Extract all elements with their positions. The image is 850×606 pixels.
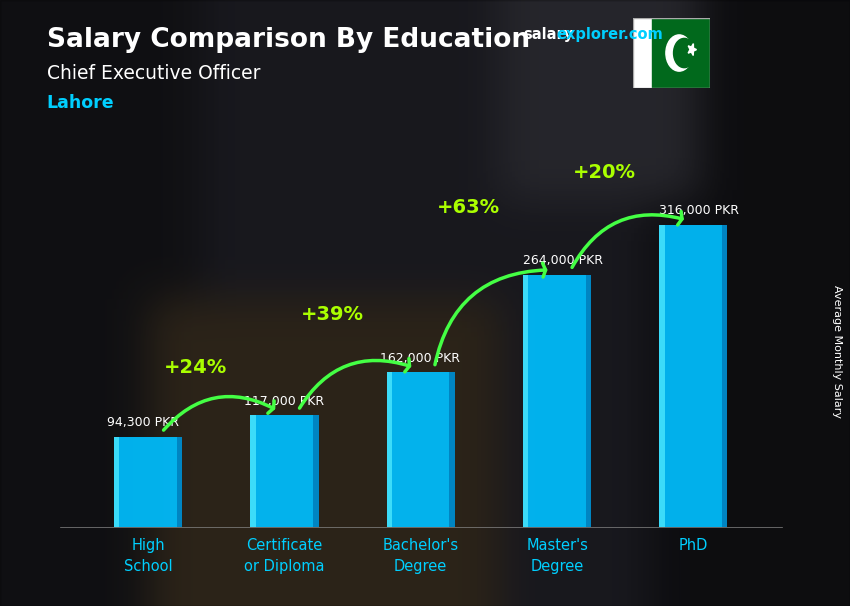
Text: salary: salary: [523, 27, 573, 42]
Text: +63%: +63%: [437, 198, 500, 217]
Bar: [660, 225, 728, 527]
Text: 94,300 PKR: 94,300 PKR: [107, 416, 179, 429]
Bar: [251, 415, 256, 527]
Bar: [313, 415, 319, 527]
Bar: [387, 372, 392, 527]
Bar: [660, 225, 665, 527]
Text: 162,000 PKR: 162,000 PKR: [380, 351, 460, 365]
Text: 264,000 PKR: 264,000 PKR: [523, 254, 603, 267]
Bar: [586, 275, 591, 527]
Text: Average Monthly Salary: Average Monthly Salary: [832, 285, 842, 418]
Text: Lahore: Lahore: [47, 94, 115, 112]
Bar: [251, 415, 319, 527]
Text: +20%: +20%: [573, 163, 637, 182]
Bar: [653, 18, 710, 88]
Circle shape: [673, 38, 695, 68]
Text: Chief Executive Officer: Chief Executive Officer: [47, 64, 260, 82]
Text: explorer.com: explorer.com: [556, 27, 663, 42]
Circle shape: [666, 35, 693, 71]
Bar: [523, 275, 591, 527]
Bar: [177, 437, 182, 527]
Bar: [114, 437, 182, 527]
Bar: [387, 372, 455, 527]
Bar: [633, 18, 653, 88]
Text: +24%: +24%: [164, 358, 228, 377]
Bar: [450, 372, 455, 527]
Text: 316,000 PKR: 316,000 PKR: [660, 204, 740, 217]
Text: 117,000 PKR: 117,000 PKR: [244, 395, 324, 408]
Text: Salary Comparison By Education: Salary Comparison By Education: [47, 27, 530, 53]
Bar: [114, 437, 120, 527]
Text: +39%: +39%: [301, 305, 364, 324]
Polygon shape: [688, 44, 696, 56]
Bar: [523, 275, 529, 527]
Bar: [722, 225, 728, 527]
